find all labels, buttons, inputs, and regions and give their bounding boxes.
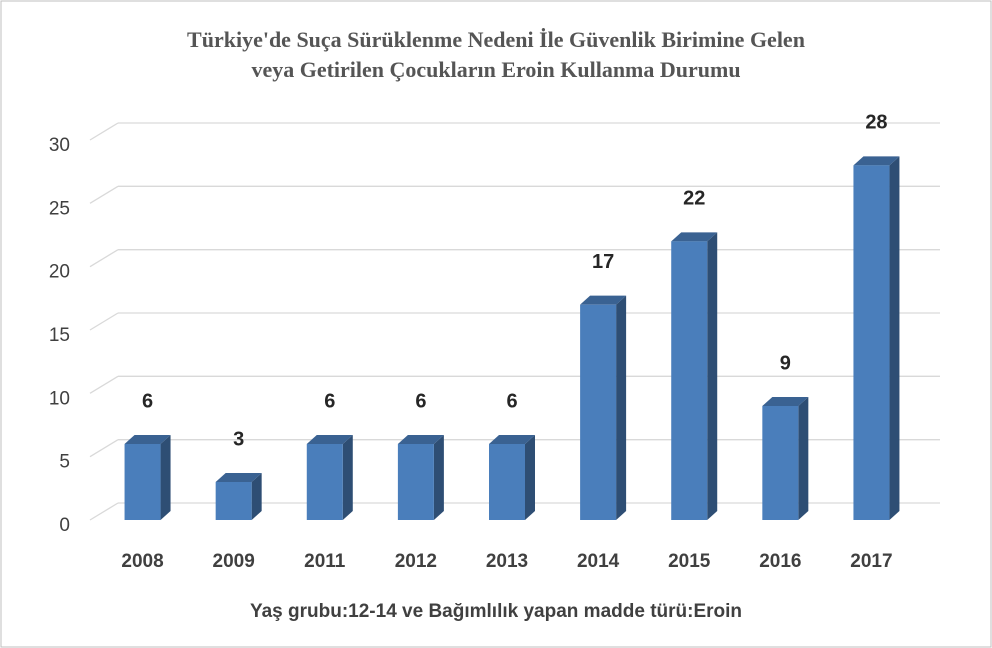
bar-top [306, 435, 353, 444]
x-tick-label: 2013 [486, 551, 528, 572]
bar [580, 304, 617, 520]
bar-side [525, 435, 535, 520]
x-tick-label: 2016 [759, 551, 801, 572]
data-label: 3 [233, 428, 244, 450]
bar-side [616, 295, 627, 520]
y-tick-label: 30 [49, 135, 70, 156]
bar-side [889, 156, 900, 521]
data-label: 6 [142, 390, 153, 412]
chart-title: veya Getirilen Çocukların Eroin Kullanma… [251, 57, 740, 82]
bar [124, 444, 161, 520]
x-axis-label: Yaş grubu:12-14 ve Bağımlılık yapan madd… [250, 601, 742, 622]
y-tick-label: 0 [59, 515, 70, 536]
x-tick-label: 2009 [213, 551, 255, 572]
bar-top [762, 397, 809, 406]
bar [671, 241, 708, 521]
data-label: 22 [683, 188, 705, 210]
data-label: 9 [780, 352, 791, 374]
bar [397, 444, 434, 520]
bar-side [433, 435, 444, 520]
grid-line [89, 375, 119, 394]
grid-line [89, 439, 119, 458]
bar [489, 444, 525, 520]
bar-side [342, 435, 353, 520]
grid-line [89, 185, 119, 204]
bar-top [215, 473, 262, 482]
bar [306, 444, 343, 520]
bar-top [124, 435, 171, 444]
bar-side [160, 435, 171, 520]
x-tick-label: 2011 [304, 551, 346, 572]
grid-line [89, 249, 119, 268]
y-tick-label: 10 [49, 388, 70, 409]
x-tick-label: 2014 [577, 551, 620, 572]
chart-title: Türkiye'de Suça Sürüklenme Nedeni İle Gü… [187, 27, 805, 52]
bar-top [397, 435, 444, 444]
bar-side [707, 232, 718, 521]
x-tick-label: 2015 [668, 551, 711, 572]
x-tick-label: 2008 [121, 551, 163, 572]
grid-line [89, 122, 119, 141]
x-tick-label: 2012 [395, 551, 437, 572]
bar-top [671, 232, 718, 242]
y-tick-label: 25 [49, 198, 70, 219]
bar [215, 482, 252, 520]
bar-side [251, 473, 262, 520]
data-label: 6 [506, 390, 517, 412]
y-tick-label: 5 [59, 452, 70, 473]
bar-top [580, 295, 627, 305]
bar [853, 165, 890, 521]
bar-side [798, 397, 809, 520]
data-label: 17 [592, 251, 614, 273]
y-tick-label: 20 [49, 262, 70, 283]
bar-top [853, 156, 900, 166]
data-label: 28 [865, 112, 887, 134]
bar [762, 406, 799, 520]
grid-line [89, 502, 119, 521]
data-label: 6 [324, 390, 335, 412]
x-tick-label: 2017 [850, 551, 892, 572]
data-label: 6 [415, 390, 426, 412]
y-tick-label: 15 [49, 325, 70, 346]
bar-top [489, 435, 535, 444]
grid-line [89, 312, 119, 331]
